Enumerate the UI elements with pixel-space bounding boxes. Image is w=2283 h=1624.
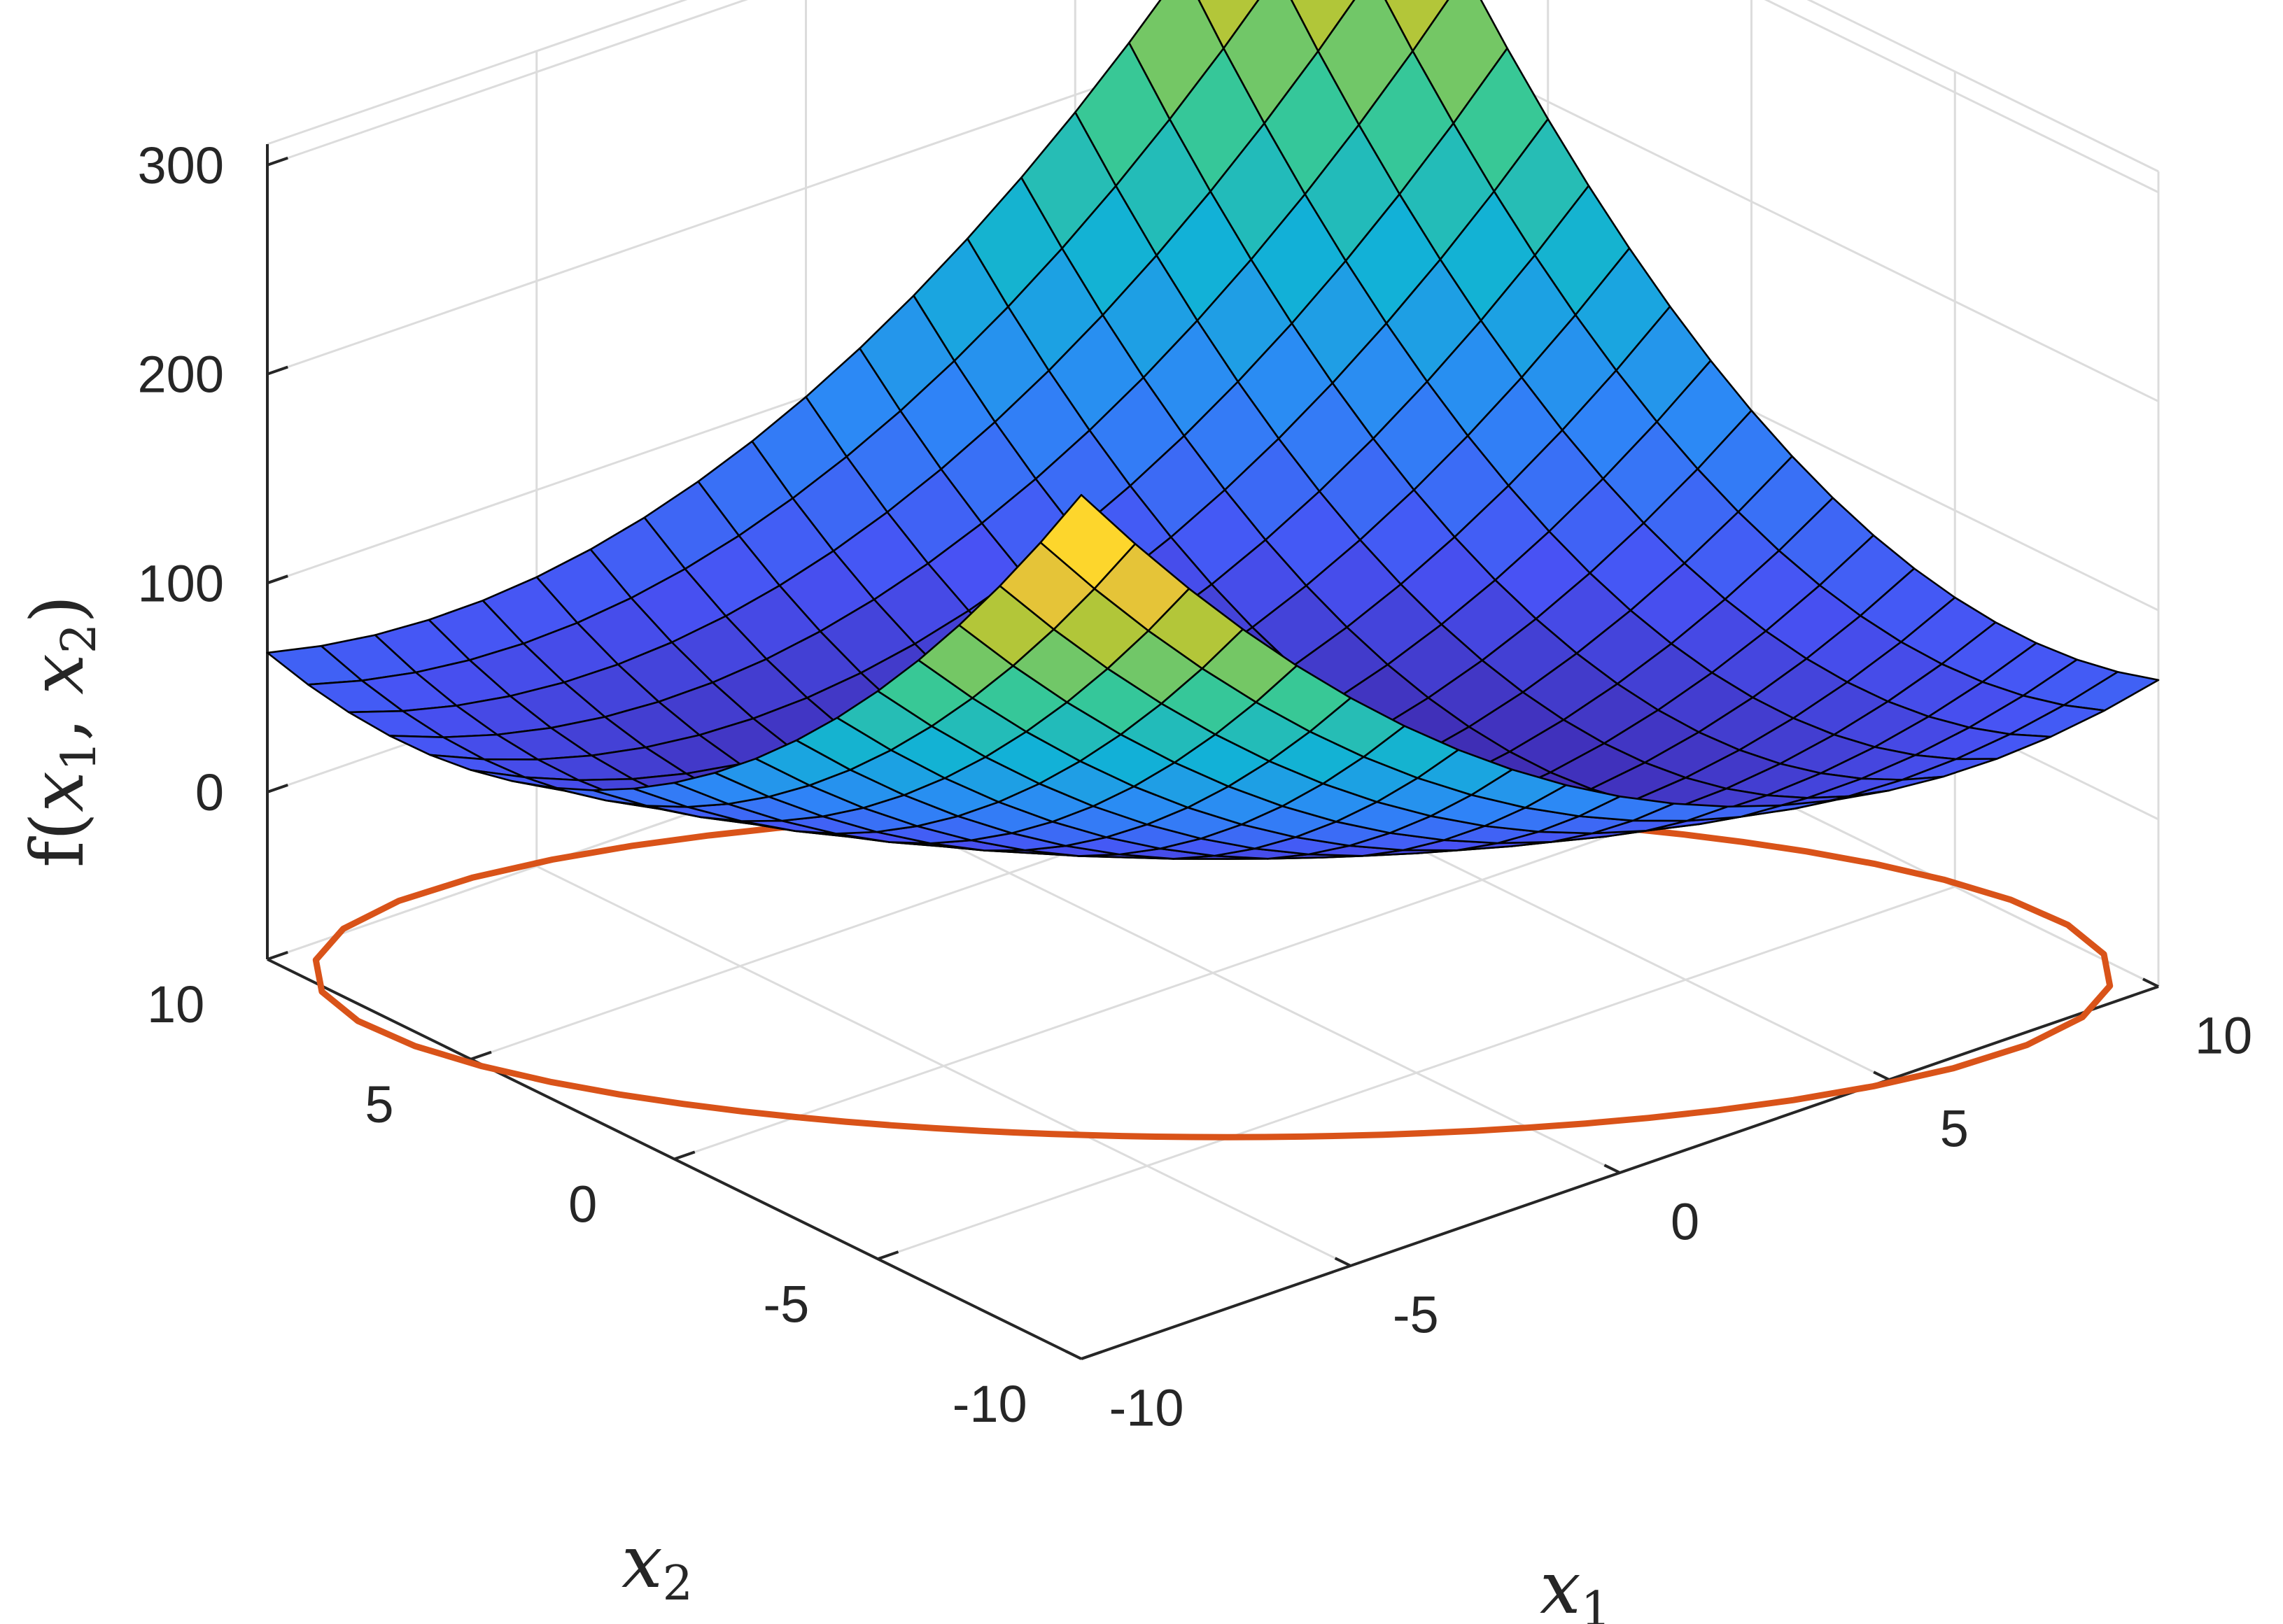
surface-cell [1197, 0, 1260, 50]
z-label-x1: x [15, 771, 100, 812]
x1-tick-label: 0 [1671, 1193, 1699, 1251]
x2-tick-label: -5 [764, 1275, 810, 1333]
x2-axis-label: x2 [621, 1519, 693, 1611]
x2-tick-label: 0 [568, 1175, 597, 1234]
x1-tick-label: -10 [1109, 1379, 1184, 1437]
z-tick-label: 0 [195, 763, 224, 821]
z-label-comma: , [15, 695, 100, 741]
z-label-open: f( [15, 812, 100, 868]
grid-line-z [267, 0, 748, 167]
z-tick-mark [267, 784, 288, 793]
x1-axis-label-sub: 1 [1581, 1582, 1611, 1624]
grid-line-x2 [674, 786, 1752, 1160]
x1-tick-mark [1603, 1164, 1621, 1174]
x2-tick-label: 10 [147, 975, 204, 1033]
z-tick-label: 100 [138, 554, 224, 612]
x1-tick-label: -5 [1393, 1286, 1439, 1344]
x2-tick-mark [1081, 1350, 1102, 1360]
grid-line-top [267, 0, 688, 146]
x2-tick-label: -10 [953, 1375, 1027, 1433]
z-label-sub1: 1 [52, 741, 107, 771]
x2-tick-label: 5 [365, 1075, 393, 1134]
x2-axis-label-main: x [621, 1519, 663, 1604]
x1-tick-mark [1334, 1257, 1351, 1267]
x1-tick-label: 5 [1940, 1100, 1969, 1158]
x1-tick-mark [2142, 977, 2159, 988]
x1-tick-mark [1065, 1350, 1082, 1360]
z-label-close: ) [15, 595, 100, 623]
axes [266, 144, 2159, 1360]
z-label-sub2: 2 [52, 623, 107, 654]
x2-tick-mark [267, 951, 288, 961]
z-tick-mark [267, 574, 288, 585]
x2-tick-mark [470, 1050, 492, 1061]
x1-axis-label-main: x [1540, 1545, 1581, 1624]
x1-tick-label: 10 [2195, 1007, 2252, 1065]
x1-axis-label: x1 [1540, 1545, 1611, 1624]
x2-axis-label-sub: 2 [663, 1556, 693, 1611]
grid-line-top [1806, 0, 2159, 173]
z-tick-label: 200 [138, 346, 224, 404]
z-tick-mark [267, 365, 288, 376]
z-tick-label: 300 [138, 136, 224, 195]
grid-line-z [1764, 0, 2159, 194]
z-label-x2: x [15, 654, 100, 695]
grid-line-x2 [877, 885, 1955, 1260]
x1-tick-mark [1873, 1071, 1890, 1081]
surface [266, 0, 2160, 860]
x2-tick-mark [877, 1250, 899, 1261]
x2-tick-mark [673, 1150, 696, 1161]
z-tick-mark [267, 156, 288, 167]
z-axis-label: f(x1, x2) [15, 595, 107, 868]
surface-cell [1039, 493, 1137, 590]
